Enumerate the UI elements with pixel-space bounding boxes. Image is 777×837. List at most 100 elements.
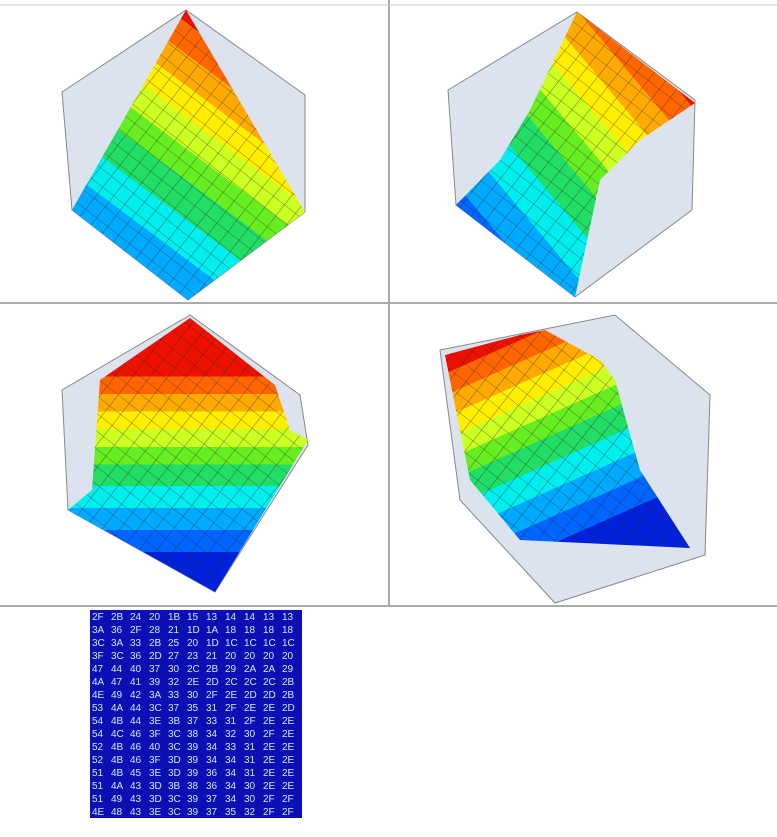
hex-cell: 2D <box>244 690 257 701</box>
hex-cell: 2F <box>244 716 256 727</box>
hex-cell: 20 <box>149 612 161 623</box>
hex-cell: 2E <box>263 768 276 779</box>
table-row: 2F 2B 24 20 1B 15 13 14 14 13 13 <box>92 611 301 624</box>
hex-cell: 2E <box>263 781 276 792</box>
hex-cell: 34 <box>225 755 237 766</box>
hex-cell: 34 <box>206 729 218 740</box>
hex-cell: 20 <box>282 651 294 662</box>
hex-cell: 2B <box>282 690 295 701</box>
surface-plots <box>0 0 777 607</box>
hex-cell: 3B <box>168 716 181 727</box>
hex-cell: 2E <box>282 768 295 779</box>
hex-cell: 25 <box>168 638 180 649</box>
hex-cell: 14 <box>244 612 256 623</box>
table-row: 47 44 40 37 30 2C 2B 29 2A 2A 29 <box>92 663 301 676</box>
hex-cell: 2F <box>282 807 294 818</box>
hex-cell: 46 <box>130 729 142 740</box>
hex-cell: 4B <box>111 768 124 779</box>
hex-cell: 53 <box>92 703 104 714</box>
hex-cell: 43 <box>130 807 142 818</box>
hex-cell: 14 <box>225 612 237 623</box>
hex-cell: 4C <box>111 729 124 740</box>
hex-cell: 37 <box>149 664 161 675</box>
table-row: 52 4B 46 40 3C 39 34 33 31 2E 2E <box>92 741 301 754</box>
hex-cell: 13 <box>206 612 218 623</box>
hex-cell: 21 <box>168 625 180 636</box>
hex-cell: 30 <box>244 729 256 740</box>
hex-cell: 2E <box>282 755 295 766</box>
hex-cell: 2B <box>282 677 295 688</box>
table-row: 54 4B 44 3E 3B 37 33 31 2F 2E 2E <box>92 715 301 728</box>
hex-cell: 31 <box>244 742 256 753</box>
hex-cell: 4B <box>111 755 124 766</box>
hex-cell: 51 <box>92 781 104 792</box>
hex-cell: 39 <box>187 755 199 766</box>
hex-cell: 31 <box>206 703 218 714</box>
hex-cell: 30 <box>244 794 256 805</box>
table-row: 51 4B 45 3E 3D 39 36 34 31 2E 2E <box>92 767 301 780</box>
hex-cell: 2E <box>282 781 295 792</box>
hex-cell: 3A <box>92 625 105 636</box>
hex-cell: 40 <box>130 664 142 675</box>
table-row: 3A 36 2F 28 21 1D 1A 18 18 18 18 <box>92 624 301 637</box>
hex-cell: 3E <box>149 768 162 779</box>
hex-cell: 52 <box>92 742 104 753</box>
hex-cell: 18 <box>263 625 275 636</box>
hex-cell: 3C <box>168 807 181 818</box>
hex-cell: 36 <box>130 651 142 662</box>
hex-cell: 46 <box>130 742 142 753</box>
hex-cell: 29 <box>282 664 294 675</box>
hex-cell: 3D <box>168 755 181 766</box>
hex-cell: 4B <box>111 716 124 727</box>
hex-cell: 39 <box>149 677 161 688</box>
hex-cell: 1C <box>225 638 238 649</box>
hex-cell: 4A <box>92 677 105 688</box>
hex-cell: 2E <box>187 677 200 688</box>
hex-cell: 34 <box>225 768 237 779</box>
hex-cell: 45 <box>130 768 142 779</box>
hex-cell: 3C <box>168 794 181 805</box>
hex-cell: 2F <box>263 807 275 818</box>
separators <box>0 0 777 607</box>
hex-cell: 34 <box>206 755 218 766</box>
hex-cell: 35 <box>225 807 237 818</box>
hex-cell: 36 <box>206 768 218 779</box>
hex-cell: 2C <box>187 664 200 675</box>
hex-cell: 3C <box>111 651 124 662</box>
hex-cell: 4A <box>111 703 124 714</box>
hex-cell: 21 <box>206 651 218 662</box>
hex-cell: 38 <box>187 781 199 792</box>
hex-cell: 2E <box>244 703 257 714</box>
hex-cell: 37 <box>206 807 218 818</box>
hex-cell: 31 <box>244 755 256 766</box>
hex-cell: 3C <box>149 703 162 714</box>
hex-cell: 2E <box>225 690 238 701</box>
hex-cell: 34 <box>225 794 237 805</box>
hex-cell: 2F <box>282 794 294 805</box>
hex-cell: 39 <box>187 794 199 805</box>
hex-cell: 33 <box>206 716 218 727</box>
hex-cell: 3D <box>168 768 181 779</box>
hex-cell: 2D <box>282 703 295 714</box>
hex-cell: 2F <box>206 690 218 701</box>
surface-plot <box>447 11 696 298</box>
hex-cell: 2E <box>263 703 276 714</box>
hex-cell: 2C <box>244 677 257 688</box>
hex-cell: 34 <box>225 781 237 792</box>
hex-cell: 41 <box>130 677 142 688</box>
hex-cell: 2E <box>282 729 295 740</box>
hex-cell: 3F <box>149 755 161 766</box>
hex-cell: 39 <box>187 807 199 818</box>
hex-cell: 2B <box>149 638 162 649</box>
hex-cell: 24 <box>130 612 142 623</box>
hex-cell: 3F <box>149 729 161 740</box>
hex-cell: 38 <box>187 729 199 740</box>
hex-cell: 2B <box>111 612 124 623</box>
hex-cell: 3D <box>149 794 162 805</box>
table-row: 54 4C 46 3F 3C 38 34 32 30 2F 2E <box>92 728 301 741</box>
hex-cell: 20 <box>263 651 275 662</box>
hex-cell: 18 <box>225 625 237 636</box>
hex-cell: 2E <box>263 716 276 727</box>
hex-cell: 43 <box>130 781 142 792</box>
hex-cell: 39 <box>187 768 199 779</box>
